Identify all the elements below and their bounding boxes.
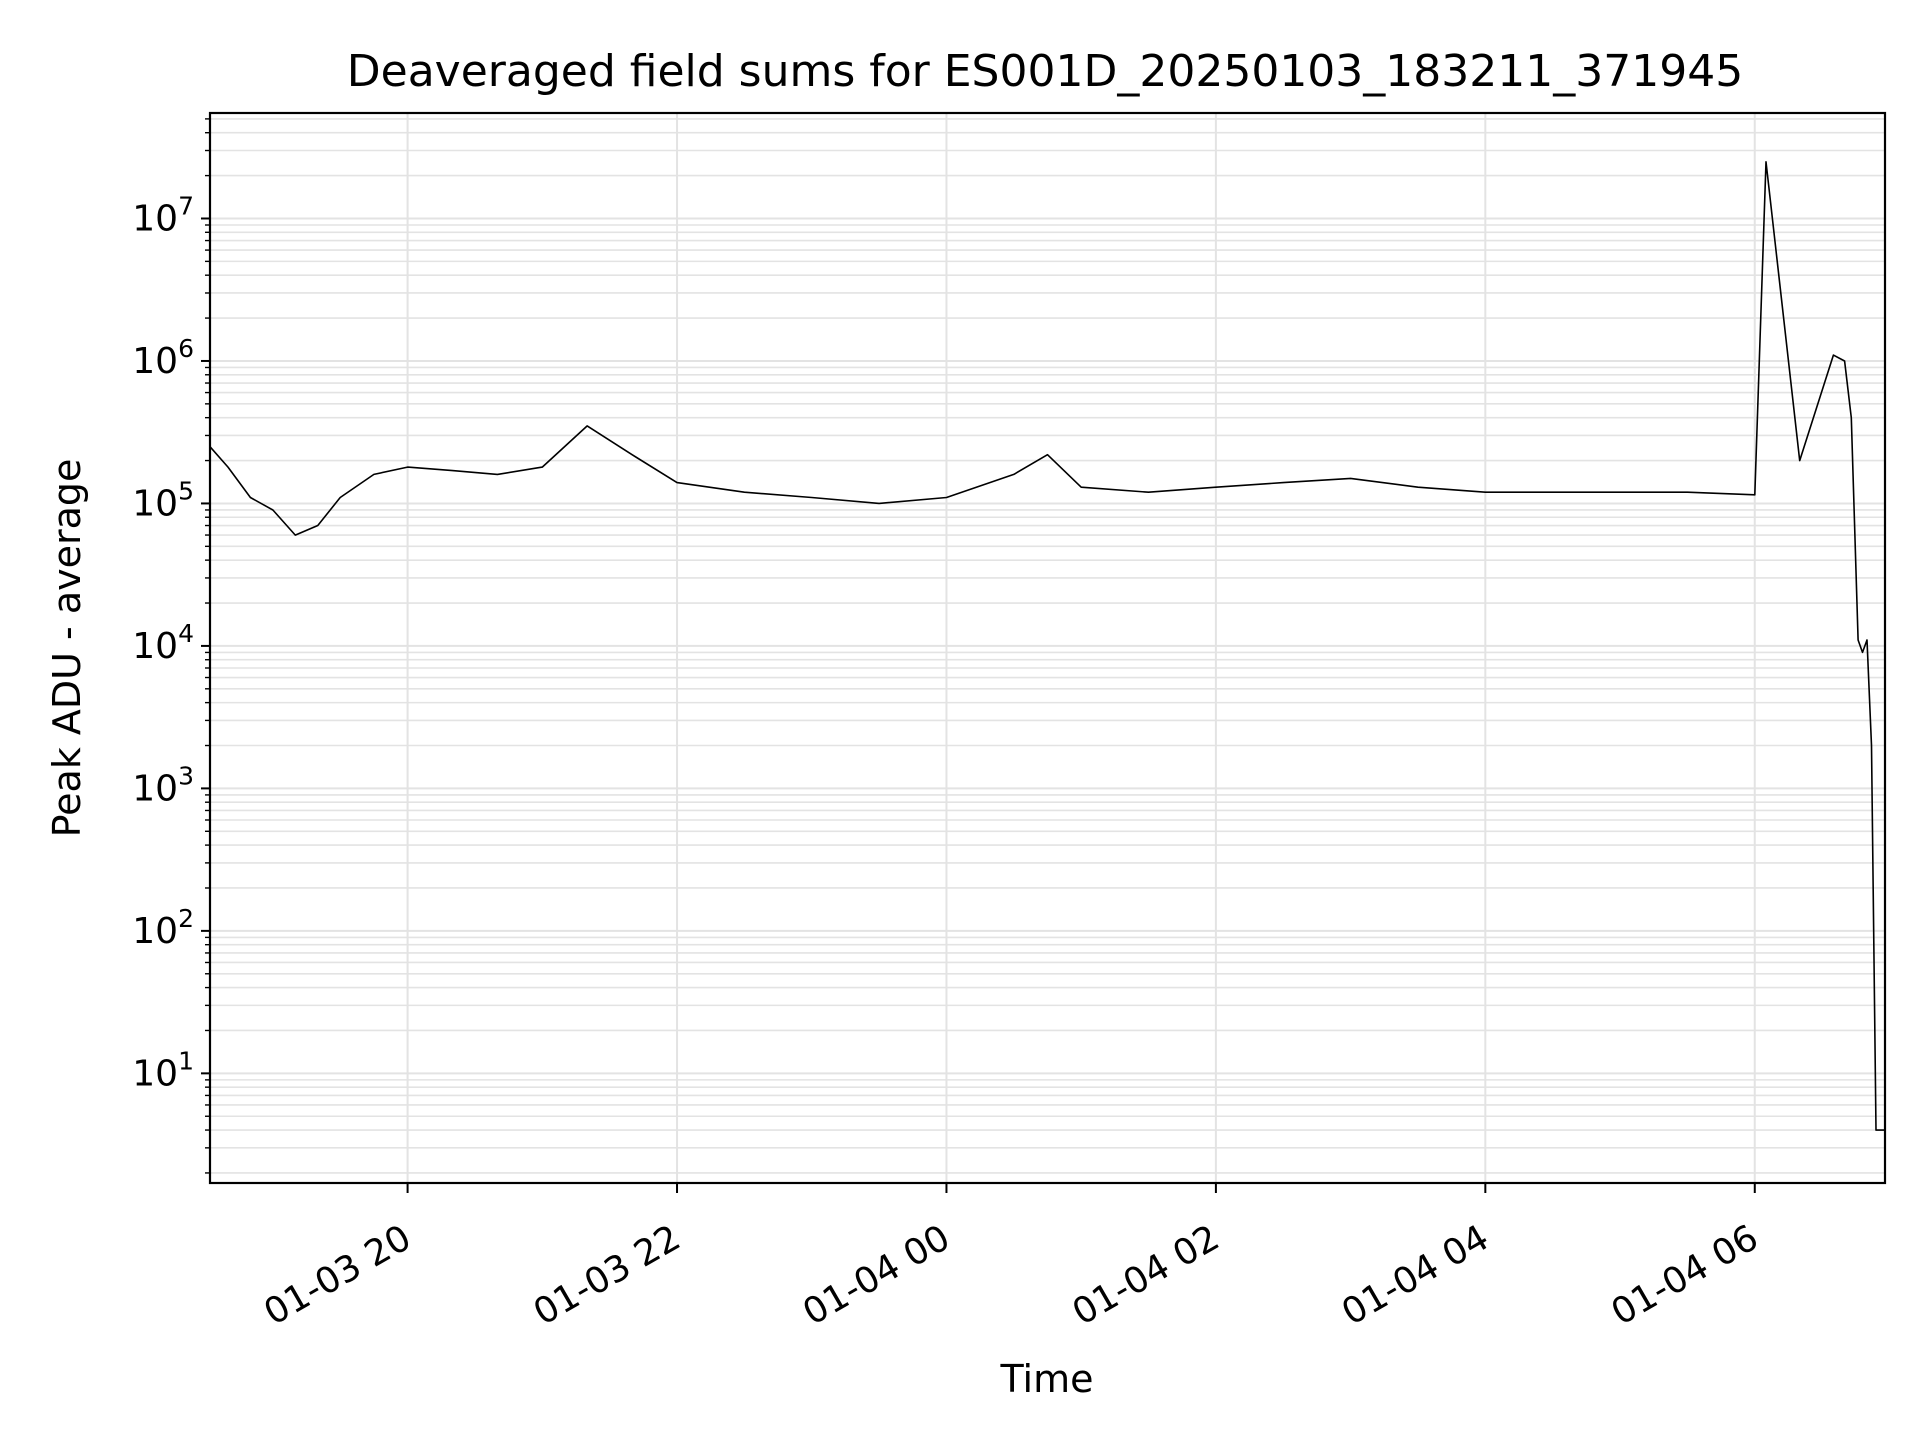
chart-title: Deaveraged field sums for ES001D_2025010… [347, 46, 1743, 97]
y-tick-label: 103 [132, 761, 194, 809]
y-tick-label: 106 [132, 334, 194, 382]
y-tick-label: 102 [132, 904, 194, 952]
y-tick-label: 107 [132, 191, 194, 239]
x-axis-label: Time [1000, 1357, 1094, 1401]
y-tick-label: 105 [132, 476, 194, 524]
plot-frame [208, 111, 1887, 1185]
grid [210, 113, 1885, 1183]
y-tick-label: 101 [132, 1046, 194, 1094]
series-layer [209, 161, 1885, 1131]
y-axis-label: Peak ADU - average [45, 459, 89, 838]
y-axis: 101 102 103 104 105 106 107 [132, 118, 210, 1174]
y-tick-label: 104 [132, 619, 194, 667]
series-line [209, 161, 1885, 1131]
